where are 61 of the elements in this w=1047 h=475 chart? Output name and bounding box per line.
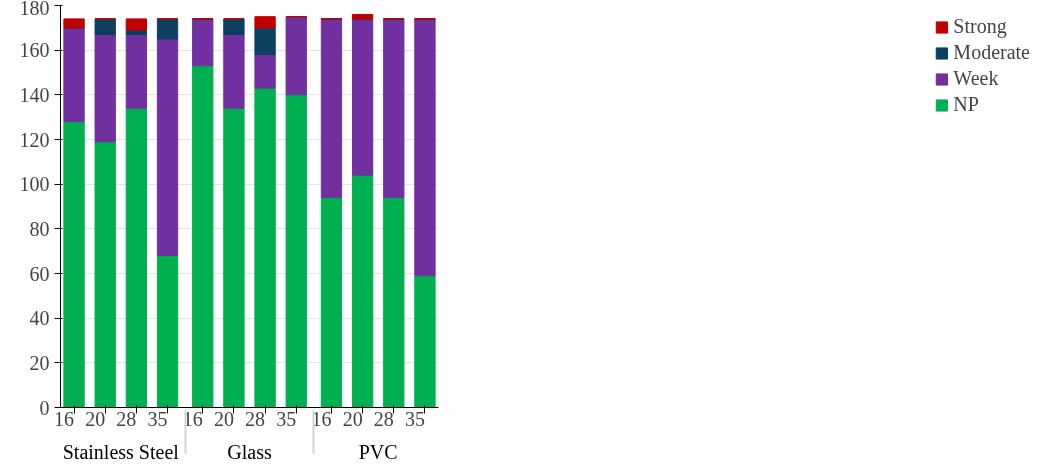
bar: [63, 121, 85, 408]
bar: [254, 87, 276, 408]
x-tick-label: 20: [85, 407, 106, 430]
bar: [223, 34, 245, 109]
bar: [223, 18, 245, 36]
bar: [285, 94, 307, 408]
legend-label: Moderate: [953, 41, 1030, 64]
y-tick-label: 80: [29, 217, 50, 240]
bar: [414, 18, 436, 277]
bar: [63, 18, 85, 29]
bar: [351, 18, 374, 176]
bar: [125, 107, 148, 408]
text: Glass: [227, 440, 272, 463]
bar: [320, 197, 343, 408]
y-tick-label: 180: [19, 0, 50, 19]
x-tick-label: 16: [311, 407, 332, 430]
bar: [351, 13, 374, 20]
bar: [94, 34, 116, 143]
y-tick-label: 160: [19, 39, 50, 62]
y-tick-label: 140: [19, 83, 50, 106]
y-tick-label: 120: [19, 128, 50, 151]
x-tick-label: 20: [342, 407, 363, 430]
legend-label: Week: [953, 67, 999, 90]
x-tick-label: 35: [147, 407, 168, 430]
bar: [156, 38, 179, 257]
bar: [383, 197, 405, 408]
x-tick-label: 28: [373, 407, 394, 430]
y-tick-label: 60: [29, 262, 50, 285]
text: PVC: [358, 440, 398, 463]
bar: [125, 34, 148, 109]
y-tick-label: 40: [29, 307, 50, 330]
bar: [94, 141, 116, 408]
legend-label: Strong: [953, 15, 1007, 38]
bar: [156, 255, 179, 408]
bar: [125, 18, 148, 31]
bar: [383, 18, 405, 199]
x-tick-label: 35: [404, 407, 425, 430]
bar: [320, 18, 343, 199]
bar: [94, 18, 116, 36]
x-tick-label: 16: [54, 407, 75, 430]
x-tick-label: 28: [116, 407, 137, 430]
legend-label: NP: [953, 93, 979, 116]
x-tick-label: 35: [276, 407, 297, 430]
text: Stainless Steel: [62, 440, 180, 463]
bar: [254, 54, 276, 89]
y-tick-label: 100: [19, 173, 50, 196]
bar: [63, 27, 85, 123]
bar: [351, 174, 374, 408]
y-tick-label: 0: [39, 396, 50, 419]
bar: [156, 18, 179, 40]
x-tick-label: 16: [182, 407, 203, 430]
bar: [192, 65, 214, 408]
bar: [254, 16, 276, 29]
bar: [223, 107, 245, 408]
x-tick-label: 28: [245, 407, 266, 430]
y-tick-label: 20: [29, 351, 50, 374]
bar: [192, 18, 214, 67]
x-tick-label: 20: [213, 407, 234, 430]
bar: [254, 27, 276, 56]
bar: [285, 16, 307, 96]
bar: [414, 275, 436, 408]
